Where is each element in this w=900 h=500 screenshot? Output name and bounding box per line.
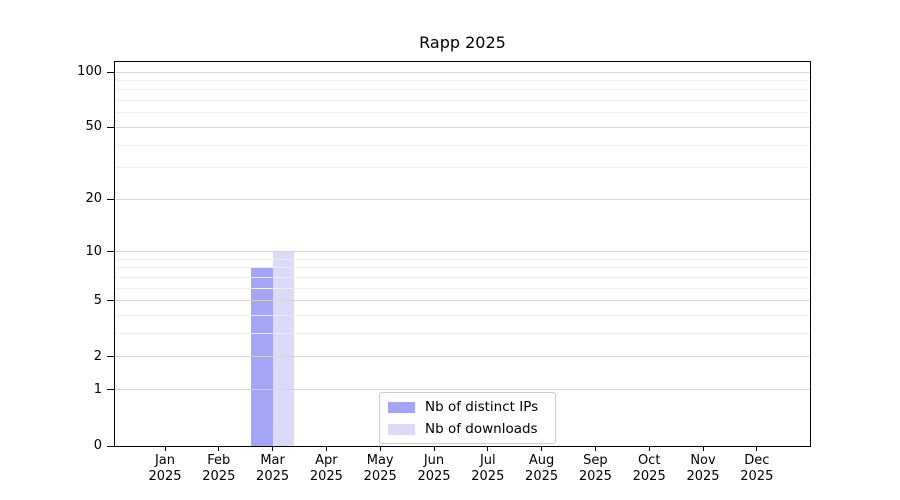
x-axis-tick xyxy=(218,446,220,451)
x-tick-label-line: 2025 xyxy=(632,469,666,484)
x-tick-label-line: Dec xyxy=(744,453,770,468)
x-tick-label-line: 2025 xyxy=(309,469,343,484)
legend-label-distinct-ips: Nb of distinct IPs xyxy=(425,399,539,415)
y-axis-tick xyxy=(107,389,115,391)
x-tick-label-line: 2025 xyxy=(740,469,774,484)
gridline-minor xyxy=(115,287,810,289)
gridline-major xyxy=(115,300,810,302)
y-tick-label: 50 xyxy=(85,119,102,135)
y-tick-label: 2 xyxy=(93,348,102,364)
y-tick-label: 10 xyxy=(85,243,102,259)
y-axis-tick xyxy=(107,251,115,253)
gridline-minor xyxy=(115,267,810,269)
x-tick-label-line: 2025 xyxy=(363,469,397,484)
x-tick-label-line: Jul xyxy=(479,453,496,468)
x-tick-label-line: Apr xyxy=(315,453,338,468)
x-tick-label: Sep 2025 xyxy=(563,453,627,485)
gridline-minor xyxy=(115,333,810,335)
x-tick-label-line: Aug xyxy=(528,453,555,468)
x-tick-label-line: 2025 xyxy=(686,469,720,484)
x-tick-label-line: Oct xyxy=(637,453,661,468)
x-tick-label-line: 2025 xyxy=(525,469,559,484)
x-axis-tick xyxy=(541,446,543,451)
x-tick-label: May 2025 xyxy=(348,453,412,485)
x-tick-label-line: Nov xyxy=(690,453,716,468)
x-axis-tick xyxy=(702,446,704,451)
y-axis-tick xyxy=(107,126,115,128)
gridline-minor xyxy=(115,144,810,146)
x-axis-tick xyxy=(433,446,435,451)
bar-downloads xyxy=(272,251,295,446)
x-tick-label-line: 2025 xyxy=(578,469,612,484)
x-tick-label-line: 2025 xyxy=(471,469,505,484)
legend-swatch-distinct-ips xyxy=(388,401,415,413)
y-tick-label: 20 xyxy=(85,191,102,207)
legend-item-distinct-ips: Nb of distinct IPs xyxy=(388,399,546,415)
gridline-major xyxy=(115,389,810,391)
x-axis-tick xyxy=(594,446,596,451)
x-axis-tick xyxy=(272,446,274,451)
x-tick-label-line: 2025 xyxy=(148,469,182,484)
x-tick-label: Aug 2025 xyxy=(510,453,574,485)
gridline-minor xyxy=(115,315,810,317)
x-tick-label-line: Jan xyxy=(154,453,176,468)
x-axis-tick xyxy=(487,446,489,451)
plot-area: Dec 2025 Nov 2025 Oct 2025 Sep 2025 Aug 2025 Jul 20… xyxy=(77,61,811,484)
gridline-minor xyxy=(115,167,810,169)
x-tick-label: Oct 2025 xyxy=(617,453,681,485)
gridline-major xyxy=(115,356,810,358)
x-tick-label: Jun 2025 xyxy=(402,453,466,485)
x-axis-tick xyxy=(756,446,758,451)
y-tick-label: 100 xyxy=(77,64,102,79)
gridline-major xyxy=(115,71,810,73)
x-tick-label-line: May xyxy=(366,453,394,468)
x-axis-tick xyxy=(325,446,327,451)
x-tick-label-line: Mar xyxy=(260,453,285,468)
gridline-minor xyxy=(115,100,810,102)
y-axis-tick xyxy=(107,356,115,358)
x-tick-label-line: 2025 xyxy=(256,469,290,484)
legend-label-downloads: Nb of downloads xyxy=(425,421,538,437)
gridline-major xyxy=(115,251,810,253)
gridline-minor xyxy=(115,276,810,278)
y-tick-label: 5 xyxy=(93,292,102,308)
x-tick-label-line: 2025 xyxy=(202,469,236,484)
legend: Nb of distinct IPs Nb of downloads xyxy=(379,392,556,444)
gridline-major xyxy=(115,126,810,128)
y-tick-label: 0 xyxy=(93,438,102,453)
x-tick-label: Dec 2025 xyxy=(725,453,789,485)
y-axis-tick xyxy=(107,445,115,447)
x-tick-label: Feb 2025 xyxy=(187,453,251,485)
x-axis-tick xyxy=(648,446,650,451)
x-axis-tick xyxy=(379,446,381,451)
y-axis-tick xyxy=(107,300,115,302)
x-tick-label-line: Feb xyxy=(207,453,231,468)
gridline-minor xyxy=(115,258,810,260)
y-axis-tick xyxy=(107,71,115,73)
x-tick-label: Jul 2025 xyxy=(456,453,520,485)
x-tick-label: Mar 2025 xyxy=(241,453,305,485)
x-tick-label: Jan 2025 xyxy=(133,453,197,485)
x-tick-label: Apr 2025 xyxy=(294,453,358,485)
legend-item-downloads: Nb of downloads xyxy=(388,421,546,437)
x-tick-label: Nov 2025 xyxy=(671,453,735,485)
x-tick-label-line: Sep xyxy=(583,453,608,468)
gridline-minor xyxy=(115,89,810,91)
y-tick-label: 1 xyxy=(93,381,102,397)
y-axis-tick xyxy=(107,198,115,200)
x-tick-label-line: Jun xyxy=(423,453,445,468)
gridline-minor xyxy=(115,79,810,81)
x-tick-label-line: 2025 xyxy=(417,469,451,484)
legend-swatch-downloads xyxy=(388,423,415,435)
chart-title: Rapp 2025 xyxy=(419,33,506,52)
gridline-minor xyxy=(115,112,810,114)
x-axis-tick xyxy=(164,446,166,451)
gridline-major xyxy=(115,198,810,200)
